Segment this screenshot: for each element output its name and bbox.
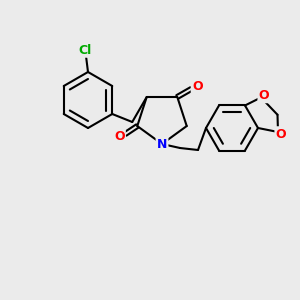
Text: Cl: Cl	[78, 44, 92, 56]
Text: O: O	[192, 80, 202, 94]
Text: N: N	[157, 137, 167, 151]
Text: O: O	[114, 130, 124, 142]
Text: O: O	[276, 128, 286, 140]
Text: O: O	[259, 89, 269, 102]
